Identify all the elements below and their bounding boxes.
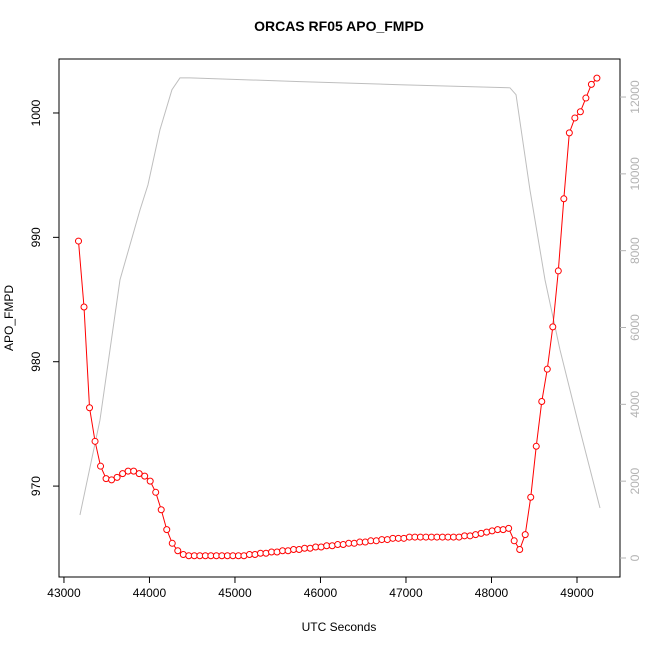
y2-tick-label: 6000	[628, 314, 642, 341]
data-point	[80, 303, 88, 311]
data-point	[240, 552, 248, 560]
data-point	[532, 442, 540, 450]
data-point	[554, 267, 562, 275]
data-point	[174, 547, 182, 555]
data-point	[361, 538, 369, 546]
data-point	[527, 493, 535, 501]
data-point	[571, 114, 579, 122]
data-point	[516, 546, 524, 554]
x-tick-label: 44000	[133, 586, 167, 600]
series-line	[79, 77, 601, 516]
data-point	[538, 398, 546, 406]
data-point	[97, 462, 105, 470]
y2-tick-label: 4000	[628, 391, 642, 418]
data-point	[152, 488, 160, 496]
data-point	[273, 548, 281, 556]
plot-frame	[58, 58, 621, 578]
data-point	[499, 526, 507, 534]
data-point	[505, 524, 513, 532]
data-point	[582, 94, 590, 102]
x-axis-label: UTC Seconds	[302, 620, 377, 634]
data-point	[400, 534, 408, 542]
data-point	[119, 470, 127, 478]
data-point	[488, 527, 496, 535]
data-point	[284, 547, 292, 555]
data-point	[455, 533, 463, 541]
data-point	[179, 550, 187, 558]
data-point	[91, 437, 99, 445]
data-point	[163, 526, 171, 534]
data-point	[168, 539, 176, 547]
data-point	[102, 475, 110, 483]
y2-tick-label: 10000	[628, 157, 642, 191]
data-point	[350, 539, 358, 547]
data-point	[135, 470, 143, 478]
y-axis-label: APO_FMPD	[2, 285, 16, 351]
x-tick-label: 45000	[218, 586, 252, 600]
data-point	[74, 237, 82, 245]
data-point	[565, 129, 573, 137]
data-point	[521, 531, 529, 539]
data-point	[543, 365, 551, 373]
x-tick-label: 48000	[475, 586, 509, 600]
chart-title: ORCAS RF05 APO_FMPD	[254, 18, 424, 34]
y-tick-label: 1000	[29, 99, 43, 126]
data-point	[466, 532, 474, 540]
x-tick-label: 49000	[560, 586, 594, 600]
data-point	[477, 529, 485, 537]
y-tick-label: 990	[29, 227, 43, 247]
data-point	[472, 531, 480, 539]
data-point	[262, 549, 270, 557]
y2-tick-label: 8000	[628, 237, 642, 264]
data-point	[560, 195, 568, 203]
series-line	[77, 77, 598, 557]
data-point	[317, 543, 325, 551]
data-point	[372, 537, 380, 545]
data-point	[383, 536, 391, 544]
data-point	[146, 477, 154, 485]
data-point	[295, 546, 303, 554]
data-point	[328, 542, 336, 550]
data-point	[483, 528, 491, 536]
x-tick-label: 46000	[304, 586, 338, 600]
y2-tick-label: 12000	[628, 80, 642, 114]
data-point	[113, 473, 121, 481]
y-tick-label: 970	[29, 476, 43, 496]
y2-tick-label: 0	[628, 554, 642, 561]
x-tick-label: 47000	[389, 586, 423, 600]
data-point	[130, 467, 138, 475]
y2-tick-label: 2000	[628, 467, 642, 494]
data-point	[549, 323, 557, 331]
data-point	[108, 476, 116, 484]
x-tick-label: 43000	[47, 586, 81, 600]
data-point	[593, 74, 601, 82]
data-point	[141, 472, 149, 480]
data-point	[587, 80, 595, 88]
data-point	[576, 108, 584, 116]
y-tick-label: 980	[29, 351, 43, 371]
data-point	[510, 537, 518, 545]
data-point	[306, 544, 314, 552]
data-point	[86, 404, 94, 412]
data-point	[157, 506, 165, 514]
data-point	[251, 550, 259, 558]
data-point	[339, 541, 347, 549]
